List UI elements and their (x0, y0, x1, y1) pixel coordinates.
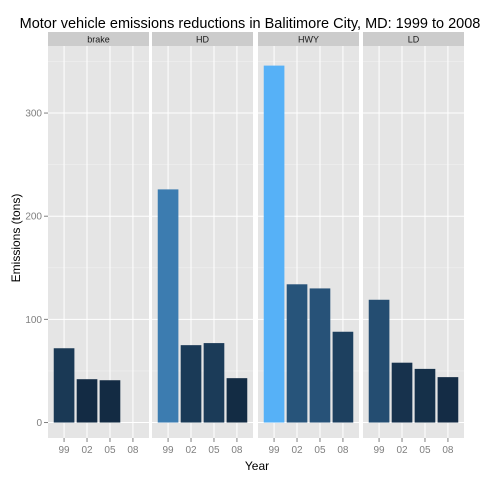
x-tick-label: 08 (442, 445, 454, 456)
bars (157, 189, 248, 423)
strip-background (48, 32, 149, 46)
x-tick-label: 99 (269, 445, 281, 456)
bars (263, 65, 354, 423)
strip-label: HD (196, 35, 209, 45)
strip-label: brake (87, 35, 110, 45)
bar-ld-08 (437, 377, 459, 423)
x-tick-label: 02 (185, 445, 197, 456)
strip-background (152, 32, 253, 46)
x-tick-label: 05 (314, 445, 326, 456)
x-tick-label: 02 (396, 445, 408, 456)
facet-panels: brake 99 02 05 08 HD 99 02 05 08 HWY 99 02 05 08 LD 99 02… (48, 32, 464, 456)
x-axis-ticks: 99 02 05 08 (163, 438, 243, 456)
x-axis-ticks: 99 02 05 08 (269, 438, 349, 456)
bar-brake-02 (76, 379, 98, 423)
x-tick-label: 08 (231, 445, 243, 456)
bar-brake-05 (99, 380, 121, 423)
y-tick-label: 100 (25, 315, 42, 326)
bar-hwy-99 (263, 65, 285, 423)
bar-hwy-08 (332, 331, 354, 423)
panel-brake: brake 99 02 05 08 (48, 32, 149, 456)
bar-hd-99 (157, 189, 179, 423)
strip-label: LD (408, 35, 420, 45)
x-axis-ticks: 99 02 05 08 (374, 438, 454, 456)
bar-ld-05 (414, 368, 436, 423)
bar-ld-99 (368, 299, 390, 423)
panel-hd: HD 99 02 05 08 (152, 32, 253, 456)
x-tick-label: 08 (337, 445, 349, 456)
strip-label: HWY (298, 35, 319, 45)
x-tick-label: 05 (419, 445, 431, 456)
x-tick-label: 99 (59, 445, 71, 456)
x-tick-label: 02 (291, 445, 303, 456)
x-tick-label: 05 (208, 445, 220, 456)
y-axis: 0 100 200 300 (25, 109, 48, 429)
bar-hd-05 (203, 343, 225, 423)
bars (368, 299, 459, 423)
bar-hd-02 (180, 345, 202, 423)
panel-hwy: HWY 99 02 05 08 (258, 32, 359, 456)
panel-ld: LD 99 02 05 08 (363, 32, 464, 456)
x-axis-ticks: 99 02 05 08 (59, 438, 139, 456)
x-tick-label: 99 (163, 445, 175, 456)
bar-ld-02 (391, 362, 413, 423)
x-tick-label: 02 (81, 445, 93, 456)
strip-background (258, 32, 359, 46)
x-tick-label: 08 (127, 445, 139, 456)
y-axis-title: Emissions (tons) (9, 194, 23, 283)
bar-hd-08 (226, 378, 248, 423)
y-tick-label: 200 (25, 212, 42, 223)
bar-brake-99 (53, 348, 75, 423)
strip-background (363, 32, 464, 46)
bar-hwy-02 (286, 284, 308, 423)
bars (53, 348, 121, 423)
bar-hwy-05 (309, 288, 331, 423)
x-tick-label: 99 (374, 445, 386, 456)
y-tick-label: 0 (36, 418, 42, 429)
x-axis-title: Year (245, 459, 269, 473)
x-tick-label: 05 (104, 445, 116, 456)
y-tick-label: 300 (25, 109, 42, 120)
chart-title: Motor vehicle emissions reductions in Ba… (20, 16, 480, 32)
